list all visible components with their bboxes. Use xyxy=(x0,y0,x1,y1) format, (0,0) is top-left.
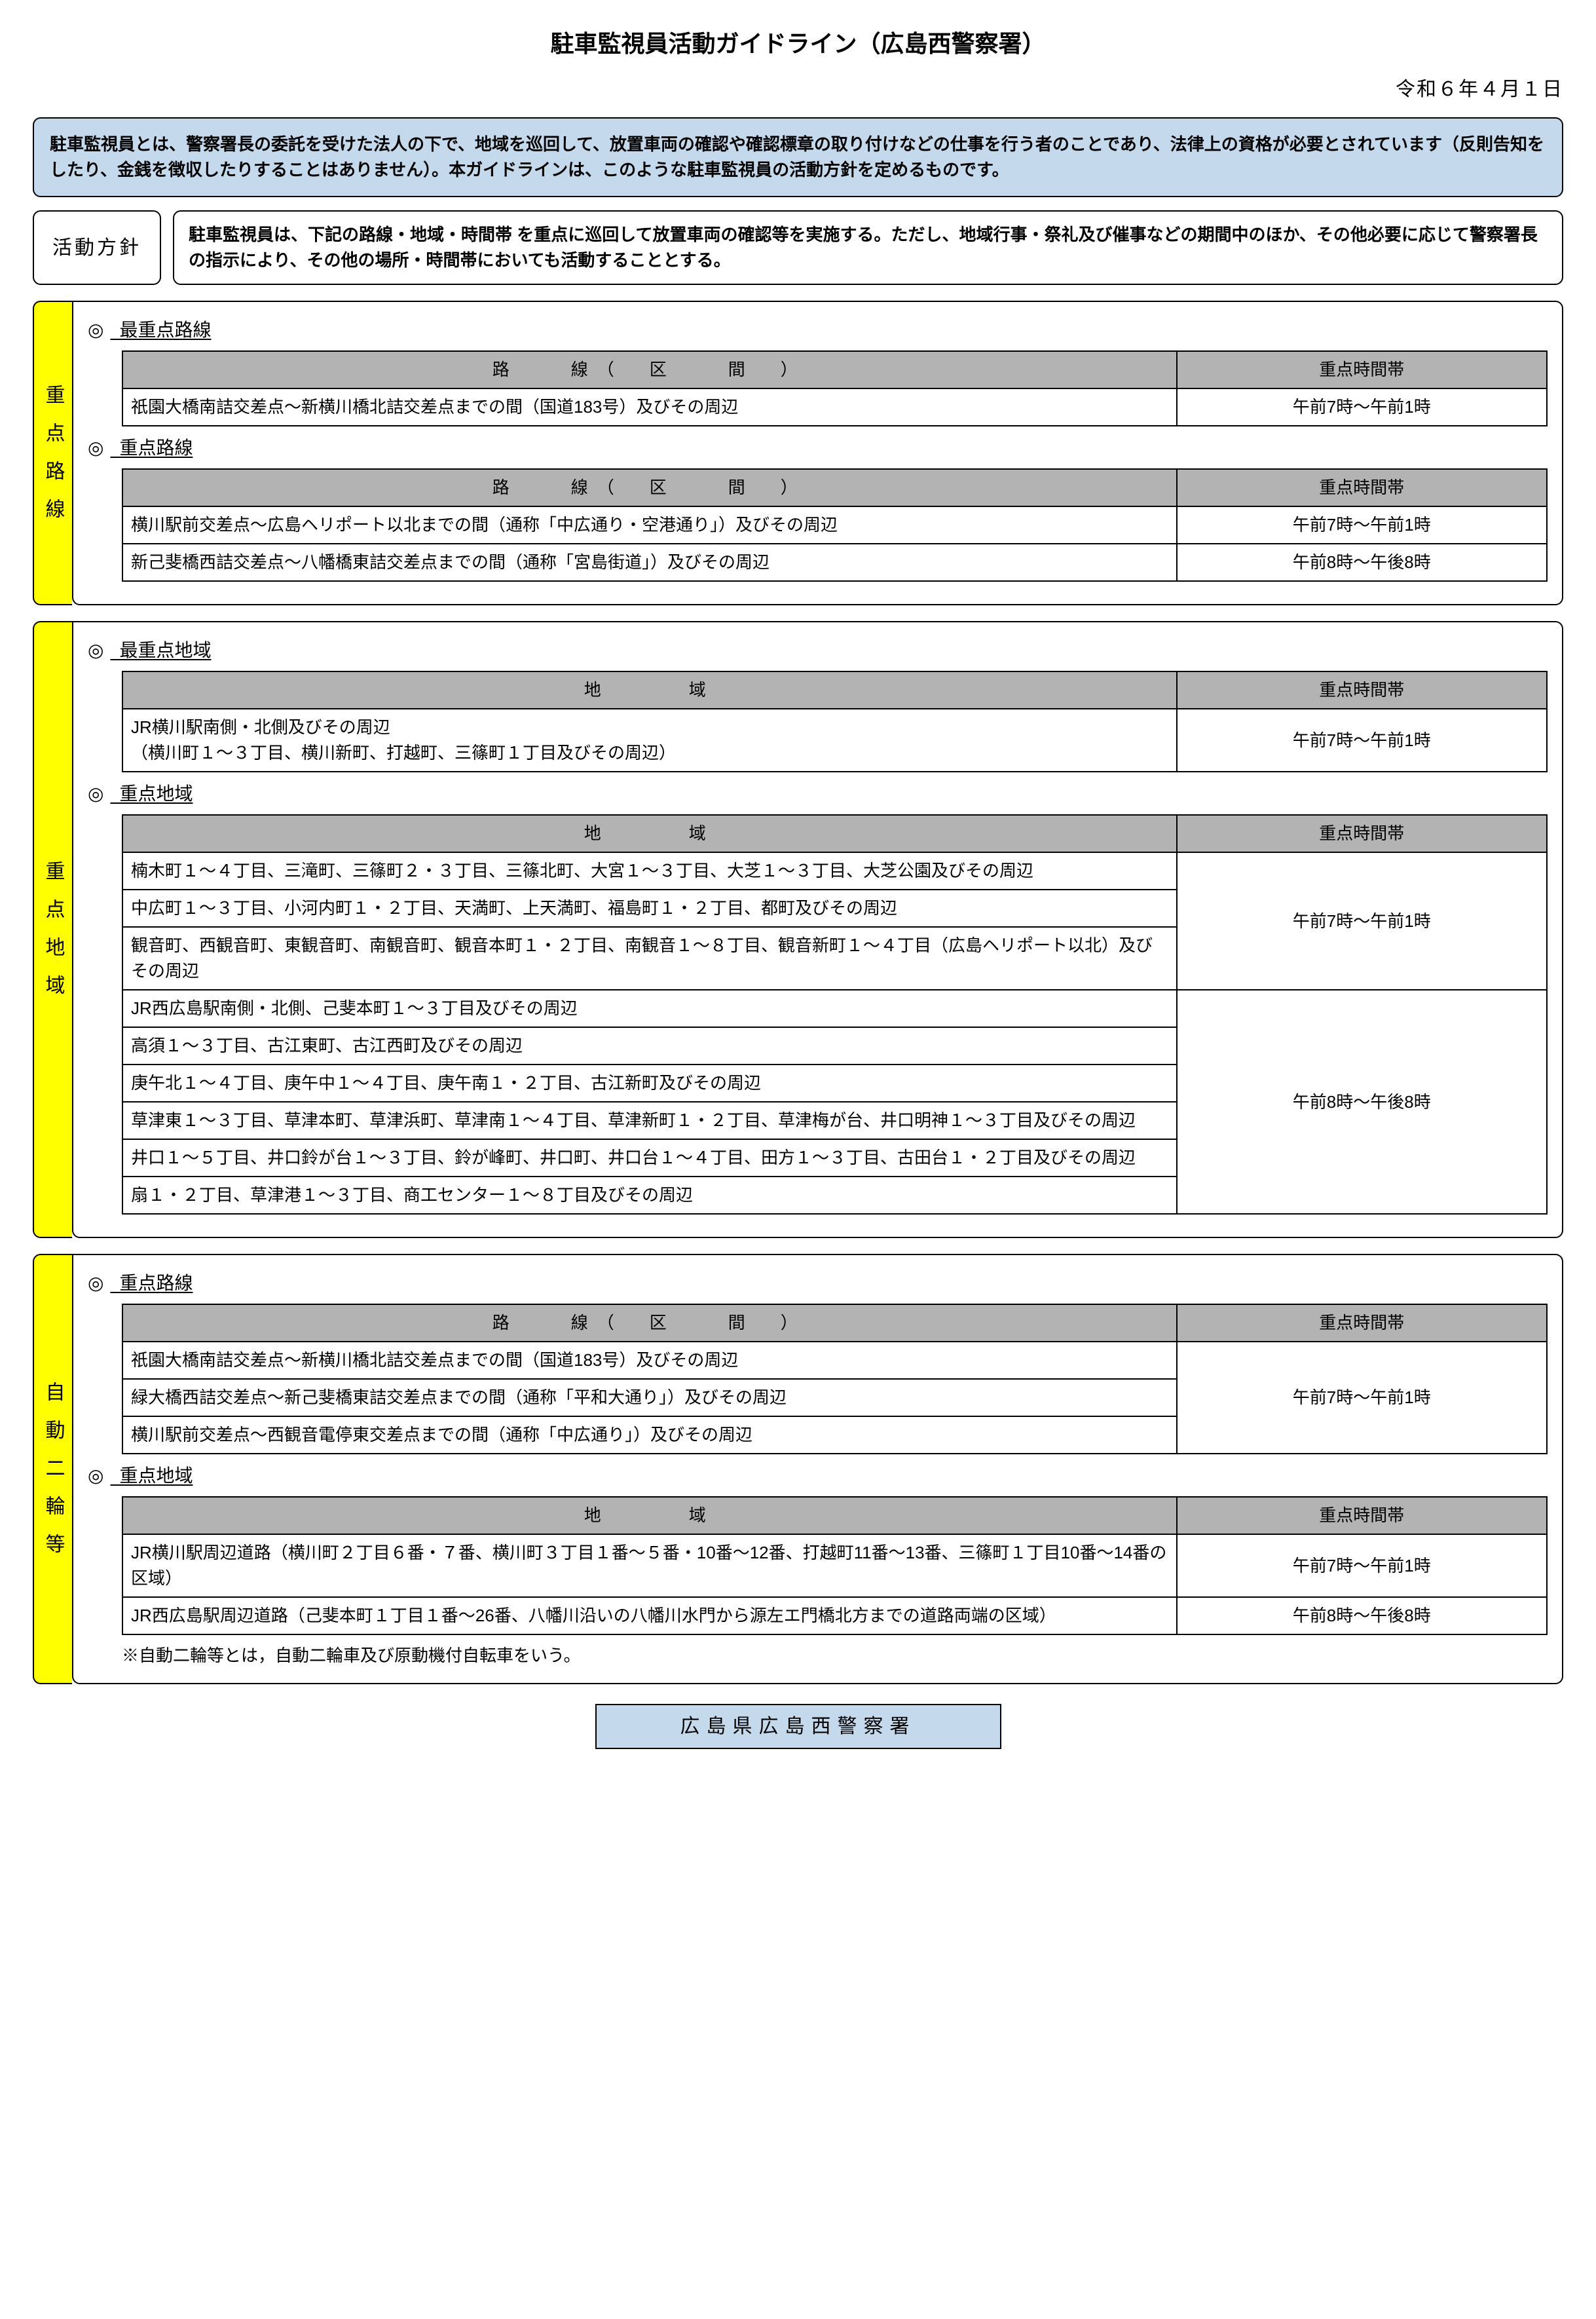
bullet-icon: ◎ xyxy=(88,316,103,344)
table-row: JR西広島駅南側・北側、己斐本町１～３丁目及びその周辺午前8時～午後8時 xyxy=(122,990,1547,1027)
table-row: JR西広島駅周辺道路（己斐本町１丁目１番～26番、八幡川沿いの八幡川水門から源左… xyxy=(122,1597,1547,1634)
time-cell: 午前7時～午前1時 xyxy=(1177,1534,1548,1597)
table-row: 新己斐橋西詰交差点～八幡橋東詰交差点までの間（通称「宮島街道」）及びその周辺午前… xyxy=(122,544,1547,581)
sections-root: 重点路線◎ 最重点路線路 線（ 区 間 ）重点時間帯祇園大橋南詰交差点～新横川橋… xyxy=(33,301,1563,1684)
col-header-time: 重点時間帯 xyxy=(1177,1304,1548,1342)
time-cell: 午前8時～午後8時 xyxy=(1177,990,1548,1214)
data-table: 地 域重点時間帯JR横川駅南側・北側及びその周辺（横川町１～３丁目、横川新町、打… xyxy=(122,671,1548,772)
data-table: 路 線（ 区 間 ）重点時間帯祇園大橋南詰交差点～新横川橋北詰交差点までの間（国… xyxy=(122,350,1548,426)
category-block: 重点地域◎ 最重点地域地 域重点時間帯JR横川駅南側・北側及びその周辺（横川町１… xyxy=(33,621,1563,1238)
route-cell: JR西広島駅周辺道路（己斐本町１丁目１番～26番、八幡川沿いの八幡川水門から源左… xyxy=(122,1597,1177,1634)
intro-box: 駐車監視員とは、警察署長の委託を受けた法人の下で、地域を巡回して、放置車両の確認… xyxy=(33,117,1563,197)
route-cell: 庚午北１～４丁目、庚午中１～４丁目、庚午南１・２丁目、古江新町及びその周辺 xyxy=(122,1065,1177,1102)
policy-text: 駐車監視員は、下記の路線・地域・時間帯 を重点に巡回して放置車両の確認等を実施す… xyxy=(173,210,1563,285)
table-wrap: 地 域重点時間帯JR横川駅南側・北側及びその周辺（横川町１～３丁目、横川新町、打… xyxy=(88,671,1548,772)
route-cell: 高須１～３丁目、古江東町、古江西町及びその周辺 xyxy=(122,1027,1177,1065)
page-title: 駐車監視員活動ガイドライン（広島西警察署） xyxy=(33,26,1563,62)
table-row: 横川駅前交差点～広島ヘリポート以北までの間（通称「中広通り・空港通り」）及びその… xyxy=(122,506,1547,544)
col-header-route: 地 域 xyxy=(122,1497,1177,1534)
subsection-title: ◎ 重点地域 xyxy=(88,780,1548,808)
route-cell: 横川駅前交差点～広島ヘリポート以北までの間（通称「中広通り・空港通り」）及びその… xyxy=(122,506,1177,544)
bullet-icon: ◎ xyxy=(88,1270,103,1297)
data-table: 地 域重点時間帯JR横川駅周辺道路（横川町２丁目６番・７番、横川町３丁目１番～５… xyxy=(122,1496,1548,1635)
data-table: 路 線（ 区 間 ）重点時間帯祇園大橋南詰交差点～新横川橋北詰交差点までの間（国… xyxy=(122,1304,1548,1454)
table-row: JR横川駅周辺道路（横川町２丁目６番・７番、横川町３丁目１番～５番・10番～12… xyxy=(122,1534,1547,1597)
bullet-icon: ◎ xyxy=(88,434,103,462)
footnote: ※自動二輪等とは，自動二輪車及び原動機付自転車をいう。 xyxy=(88,1643,1548,1669)
route-cell: 緑大橋西詰交差点～新己斐橋東詰交差点までの間（通称「平和大通り」）及びその周辺 xyxy=(122,1379,1177,1416)
side-tab: 重点地域 xyxy=(33,621,72,1238)
side-tab: 自動二輪等 xyxy=(33,1254,72,1684)
time-cell: 午前7時～午前1時 xyxy=(1177,852,1548,990)
data-table: 路 線（ 区 間 ）重点時間帯横川駅前交差点～広島ヘリポート以北までの間（通称「… xyxy=(122,468,1548,582)
col-header-time: 重点時間帯 xyxy=(1177,469,1548,506)
data-table: 地 域重点時間帯楠木町１～４丁目、三滝町、三篠町２・３丁目、三篠北町、大宮１～３… xyxy=(122,814,1548,1215)
route-cell: 井口１～５丁目、井口鈴が台１～３丁目、鈴が峰町、井口町、井口台１～４丁目、田方１… xyxy=(122,1139,1177,1177)
route-cell: 楠木町１～４丁目、三滝町、三篠町２・３丁目、三篠北町、大宮１～３丁目、大芝１～３… xyxy=(122,852,1177,890)
subsection-title: ◎ 重点路線 xyxy=(88,434,1548,462)
table-row: JR横川駅南側・北側及びその周辺（横川町１～３丁目、横川新町、打越町、三篠町１丁… xyxy=(122,709,1547,772)
table-wrap: 地 域重点時間帯楠木町１～４丁目、三滝町、三篠町２・３丁目、三篠北町、大宮１～３… xyxy=(88,814,1548,1215)
category-panel: ◎ 最重点路線路 線（ 区 間 ）重点時間帯祇園大橋南詰交差点～新横川橋北詰交差… xyxy=(72,301,1563,605)
col-header-route: 路 線（ 区 間 ） xyxy=(122,351,1177,388)
subsection-title: ◎ 重点地域 xyxy=(88,1462,1548,1490)
col-header-time: 重点時間帯 xyxy=(1177,815,1548,852)
route-cell: 新己斐橋西詰交差点～八幡橋東詰交差点までの間（通称「宮島街道」）及びその周辺 xyxy=(122,544,1177,581)
side-tab: 重点路線 xyxy=(33,301,72,605)
page-date: 令和６年４月１日 xyxy=(33,75,1563,104)
table-row: 祇園大橋南詰交差点～新横川橋北詰交差点までの間（国道183号）及びその周辺午前7… xyxy=(122,1342,1547,1379)
route-cell: 祇園大橋南詰交差点～新横川橋北詰交差点までの間（国道183号）及びその周辺 xyxy=(122,388,1177,426)
col-header-route: 路 線（ 区 間 ） xyxy=(122,469,1177,506)
col-header-route: 地 域 xyxy=(122,815,1177,852)
route-cell: 扇１・２丁目、草津港１～３丁目、商工センター１～８丁目及びその周辺 xyxy=(122,1177,1177,1214)
route-cell: JR横川駅南側・北側及びその周辺（横川町１～３丁目、横川新町、打越町、三篠町１丁… xyxy=(122,709,1177,772)
category-block: 重点路線◎ 最重点路線路 線（ 区 間 ）重点時間帯祇園大橋南詰交差点～新横川橋… xyxy=(33,301,1563,605)
policy-row: 活動方針 駐車監視員は、下記の路線・地域・時間帯 を重点に巡回して放置車両の確認… xyxy=(33,210,1563,285)
subsection-title: ◎ 最重点地域 xyxy=(88,637,1548,664)
route-cell: 観音町、西観音町、東観音町、南観音町、観音本町１・２丁目、南観音１～８丁目、観音… xyxy=(122,927,1177,990)
route-cell: JR西広島駅南側・北側、己斐本町１～３丁目及びその周辺 xyxy=(122,990,1177,1027)
col-header-time: 重点時間帯 xyxy=(1177,1497,1548,1534)
time-cell: 午前7時～午前1時 xyxy=(1177,709,1548,772)
bullet-icon: ◎ xyxy=(88,780,103,808)
subsection-title: ◎ 重点路線 xyxy=(88,1270,1548,1297)
col-header-time: 重点時間帯 xyxy=(1177,671,1548,709)
col-header-route: 地 域 xyxy=(122,671,1177,709)
bullet-icon: ◎ xyxy=(88,1462,103,1490)
time-cell: 午前7時～午前1時 xyxy=(1177,388,1548,426)
route-cell: 横川駅前交差点～西観音電停東交差点までの間（通称「中広通り」）及びその周辺 xyxy=(122,1416,1177,1454)
category-panel: ◎ 最重点地域地 域重点時間帯JR横川駅南側・北側及びその周辺（横川町１～３丁目… xyxy=(72,621,1563,1238)
table-row: 祇園大橋南詰交差点～新横川橋北詰交差点までの間（国道183号）及びその周辺午前7… xyxy=(122,388,1547,426)
subsection-title: ◎ 最重点路線 xyxy=(88,316,1548,344)
route-cell: 中広町１～３丁目、小河内町１・２丁目、天満町、上天満町、福島町１・２丁目、都町及… xyxy=(122,890,1177,927)
table-wrap: 路 線（ 区 間 ）重点時間帯祇園大橋南詰交差点～新横川橋北詰交差点までの間（国… xyxy=(88,1304,1548,1454)
category-block: 自動二輪等◎ 重点路線路 線（ 区 間 ）重点時間帯祇園大橋南詰交差点～新横川橋… xyxy=(33,1254,1563,1684)
time-cell: 午前8時～午後8時 xyxy=(1177,544,1548,581)
time-cell: 午前7時～午前1時 xyxy=(1177,1342,1548,1454)
col-header-route: 路 線（ 区 間 ） xyxy=(122,1304,1177,1342)
time-cell: 午前8時～午後8時 xyxy=(1177,1597,1548,1634)
table-wrap: 地 域重点時間帯JR横川駅周辺道路（横川町２丁目６番・７番、横川町３丁目１番～５… xyxy=(88,1496,1548,1635)
table-row: 楠木町１～４丁目、三滝町、三篠町２・３丁目、三篠北町、大宮１～３丁目、大芝１～３… xyxy=(122,852,1547,890)
route-cell: JR横川駅周辺道路（横川町２丁目６番・７番、横川町３丁目１番～５番・10番～12… xyxy=(122,1534,1177,1597)
bullet-icon: ◎ xyxy=(88,637,103,664)
table-wrap: 路 線（ 区 間 ）重点時間帯祇園大橋南詰交差点～新横川橋北詰交差点までの間（国… xyxy=(88,350,1548,426)
policy-label: 活動方針 xyxy=(33,210,161,285)
route-cell: 草津東１～３丁目、草津本町、草津浜町、草津南１～４丁目、草津新町１・２丁目、草津… xyxy=(122,1102,1177,1139)
category-panel: ◎ 重点路線路 線（ 区 間 ）重点時間帯祇園大橋南詰交差点～新横川橋北詰交差点… xyxy=(72,1254,1563,1684)
table-wrap: 路 線（ 区 間 ）重点時間帯横川駅前交差点～広島ヘリポート以北までの間（通称「… xyxy=(88,468,1548,582)
time-cell: 午前7時～午前1時 xyxy=(1177,506,1548,544)
route-cell: 祇園大橋南詰交差点～新横川橋北詰交差点までの間（国道183号）及びその周辺 xyxy=(122,1342,1177,1379)
footer-box: 広島県広島西警察署 xyxy=(595,1704,1001,1749)
col-header-time: 重点時間帯 xyxy=(1177,351,1548,388)
